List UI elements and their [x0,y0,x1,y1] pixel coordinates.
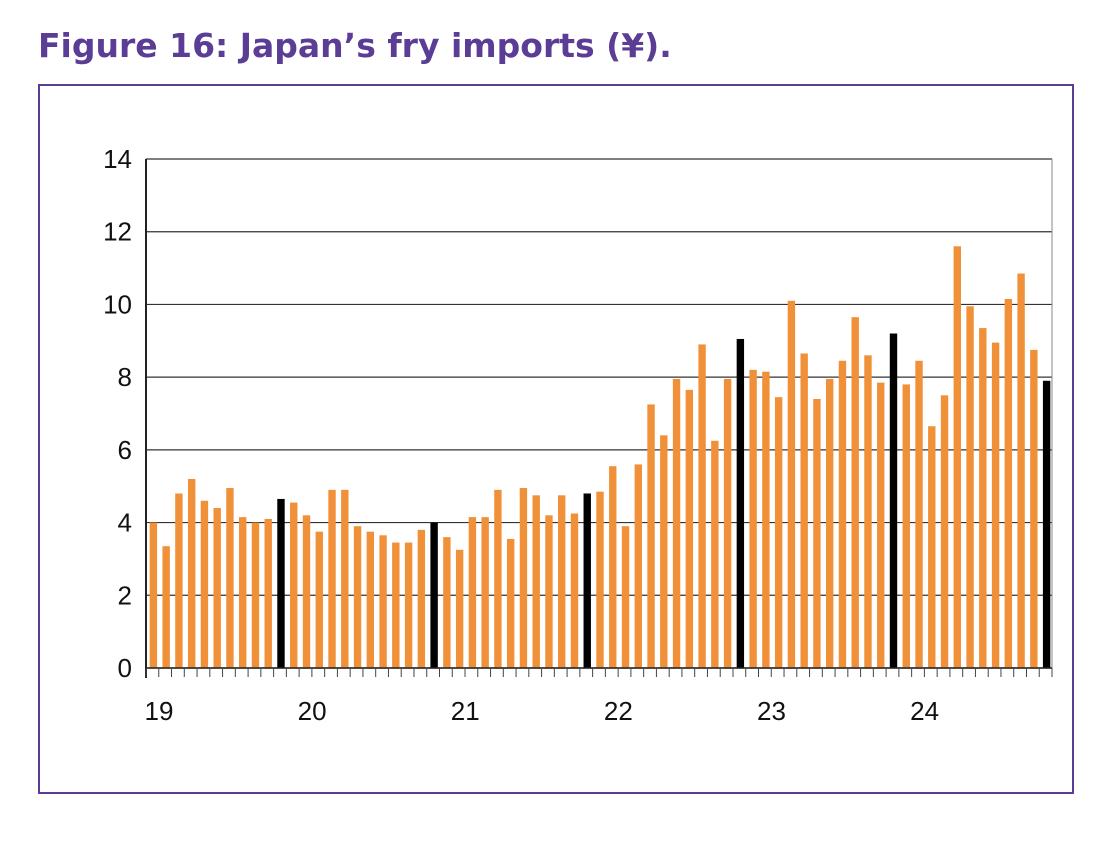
bar [213,508,221,668]
bar-highlight [583,493,591,668]
bar [723,378,732,668]
bar [864,355,872,668]
bar [851,317,859,668]
bar [877,382,885,668]
bar [506,538,515,668]
bar [825,378,834,668]
bar [558,495,566,668]
y-tick-label: 4 [118,508,132,538]
bar-highlight [430,522,438,668]
y-tick-label: 6 [118,435,132,465]
bar [417,529,426,668]
x-tick-label: 23 [757,696,786,726]
x-tick-label: 24 [910,696,939,726]
bar [915,360,923,668]
bar [902,384,910,668]
bar [468,517,477,668]
bar [481,517,489,668]
bar [838,360,847,668]
bar-highlight [736,338,745,668]
bar [634,464,642,668]
y-tick-label: 12 [103,217,132,247]
x-tick-label: 21 [451,696,480,726]
x-tick-label: 19 [145,696,174,726]
bar [187,478,196,668]
bar [175,493,183,668]
bar [519,488,528,668]
bar [698,344,706,668]
bar [647,404,655,668]
y-tick-label: 2 [118,580,132,610]
bar [660,435,668,668]
bar [328,489,336,668]
x-tick-label: 20 [298,696,327,726]
bar [1017,273,1025,668]
bar [570,513,579,668]
bar [353,526,362,668]
bar [264,518,272,668]
bar [302,515,311,668]
y-tick-label: 14 [103,144,132,174]
bar-highlight [277,498,285,668]
y-tick-label: 10 [103,289,132,319]
bar [494,489,502,668]
bar [443,537,451,668]
bar [928,426,936,668]
bar [953,246,961,668]
bar-highlight [1042,380,1051,668]
bar [979,328,987,668]
bar [290,502,298,668]
axes [145,159,1053,678]
bar [200,500,209,668]
bar [621,526,630,668]
chart-title: Figure 16: Japan’s fry imports (¥). [38,26,672,65]
bar [966,306,974,668]
bar [545,515,553,668]
chart-frame: 0 2 4 6 8 10 12 14 19 20 21 22 23 24 [38,84,1074,794]
bar [609,466,617,668]
bar-highlight [889,333,898,668]
bar [1030,349,1038,668]
bar [762,371,770,668]
bar [379,535,387,668]
bar [774,397,783,668]
bar [813,398,821,668]
bar [711,440,719,668]
bars [149,246,1051,668]
bar [672,378,681,668]
bar [787,300,796,668]
bar [315,531,323,668]
bar [149,522,158,668]
bar [239,517,247,668]
x-tick-label: 22 [604,696,633,726]
bar [392,542,400,668]
bar [596,491,604,668]
bar [532,495,540,668]
y-tick-label: 0 [118,653,132,683]
bar [800,353,808,668]
bar [162,546,170,668]
bar [685,389,694,668]
bar [341,489,349,668]
bar [455,549,464,668]
bar [226,488,234,668]
bar [991,342,1000,668]
bar [1004,298,1013,668]
bar [940,395,949,668]
bar [251,522,260,668]
y-tick-label: 8 [118,362,132,392]
bar [366,531,375,668]
bar [749,369,757,668]
bar [404,542,413,668]
